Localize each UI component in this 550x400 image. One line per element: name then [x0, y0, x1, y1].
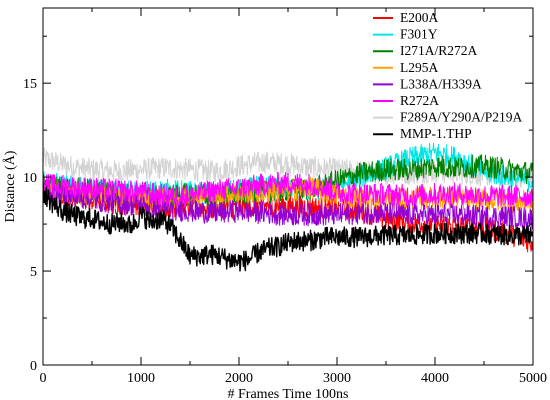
x-tick-label: 1000 — [127, 371, 155, 386]
series-line-mmp-1-thp — [43, 182, 533, 272]
x-tick-label: 0 — [40, 371, 47, 386]
legend-label: L338A/H339A — [400, 76, 482, 91]
x-tick-label: 2000 — [225, 371, 253, 386]
legend-label: I271A/R272A — [400, 43, 478, 58]
legend-label: MMP-1.THP — [400, 126, 472, 141]
y-tick-label: 5 — [30, 265, 37, 280]
series-layer — [43, 142, 533, 272]
y-axis-title: Distance (Å) — [2, 150, 18, 222]
legend-label: L295A — [400, 60, 438, 75]
y-tick-label: 15 — [23, 77, 37, 92]
legend-label: F301Y — [400, 27, 438, 42]
x-tick-label: 5000 — [519, 371, 547, 386]
y-tick-label: 10 — [23, 171, 37, 186]
series-line-l338a-h339a — [43, 181, 533, 230]
x-axis-title: # Frames Time 100ns — [228, 387, 349, 400]
series-line-r272a — [43, 171, 533, 208]
y-tick-label: 0 — [30, 359, 37, 374]
series-line-f289a-y290a-p219a — [43, 147, 533, 188]
ticks-layer: 0 1000 2000 3000 4000 5000 0 5 10 15 — [23, 8, 547, 386]
legend-label: R272A — [400, 93, 439, 108]
legend-label: F289A/Y290A/P219A — [400, 110, 523, 125]
legend-label: E200A — [400, 10, 438, 25]
x-tick-label: 4000 — [421, 371, 449, 386]
x-tick-label: 3000 — [323, 371, 351, 386]
